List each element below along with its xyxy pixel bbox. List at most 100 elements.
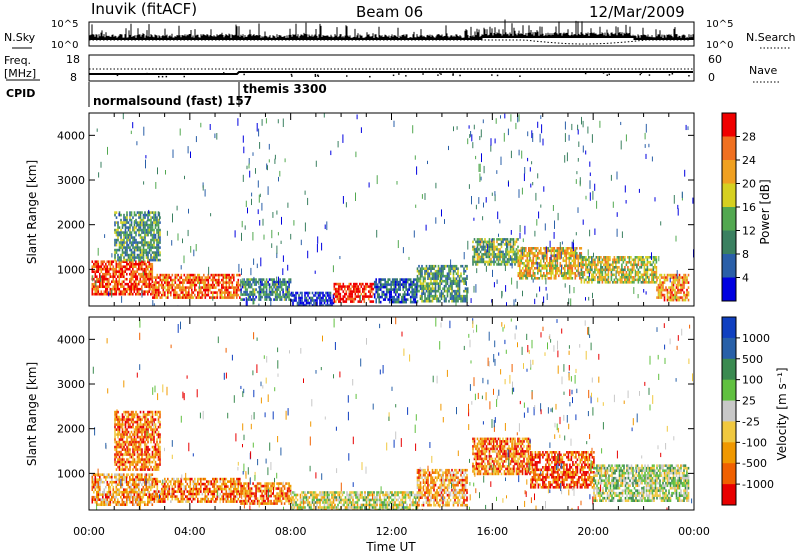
power-region [580, 256, 658, 284]
velocity-colorbar-tick: -500 [742, 457, 767, 470]
freq-label-line1: Freq. [4, 54, 31, 67]
time-tick-label: 16:00 [476, 525, 508, 538]
power-colorbar-tick: 16 [742, 201, 756, 214]
power-colorbar-swatch [722, 207, 736, 231]
power-ylabel: Slant Range [km] [25, 160, 39, 264]
power-colorbar-swatch [722, 183, 736, 208]
nave-tick-bottom: 0 [708, 71, 715, 84]
power-colorbar-tick: 28 [742, 131, 756, 144]
power-panel: 1000 2000 3000 4000 Slant Range [km] 28 24 20… [25, 112, 772, 307]
velocity-ytick-label: 2000 [57, 423, 85, 436]
power-speckle [92, 113, 694, 306]
velocity-colorbar-swatch [722, 400, 736, 422]
velocity-colorbar-tick: 1000 [742, 332, 770, 345]
power-colorbar-swatch [722, 136, 736, 161]
velocity-region [91, 473, 154, 506]
velocity-region [530, 451, 595, 489]
nsky-bars [88, 19, 694, 40]
freq-tick-top: 18 [66, 53, 80, 66]
velocity-ylabel: Slant Range [km] [25, 362, 39, 466]
time-tick-label: 00:00 [678, 525, 710, 538]
nsky-tick-bottom-left: 10^0 [51, 40, 78, 51]
velocity-ytick-label: 1000 [57, 467, 85, 480]
velocity-colorbar-label: Velocity [m s⁻¹] [775, 367, 789, 460]
velocity-ytick-label: 4000 [57, 333, 85, 346]
power-region [333, 282, 375, 303]
velocity-colorbar-swatch [722, 317, 736, 339]
power-region [656, 273, 690, 302]
velocity-colorbar-tick: 25 [742, 395, 756, 408]
power-region [152, 273, 241, 299]
velocity-colorbar-swatch [722, 463, 736, 485]
velocity-colorbar-swatch [722, 379, 736, 401]
date-title: 12/Mar/2009 [589, 3, 685, 21]
power-region [472, 238, 519, 266]
station-title: Inuvik (fitACF) [91, 0, 197, 18]
velocity-region [416, 468, 468, 507]
velocity-region [240, 482, 292, 505]
velocity-panel: 1000 2000 3000 4000 Slant Range [km] 1000 50… [25, 316, 789, 511]
power-colorbar-label: Power [dB] [758, 179, 772, 244]
time-axis-label: Time UT [365, 540, 416, 554]
velocity-colorbar-swatch [722, 442, 736, 464]
power-ytick-label: 3000 [57, 174, 85, 187]
power-colorbar-swatch [722, 277, 736, 302]
power-colorbar-tick: 20 [742, 178, 756, 191]
nave-label: Nave [749, 64, 777, 77]
time-tick-label: 20:00 [577, 525, 609, 538]
power-heatmap [91, 113, 694, 306]
cpid-label: CPID [6, 87, 35, 100]
velocity-colorbar-swatch [722, 421, 736, 443]
nsky-label: N.Sky [4, 31, 36, 44]
velocity-colorbar-swatch [722, 484, 736, 506]
velocity-region [472, 437, 531, 476]
velocity-region [290, 491, 419, 510]
freq-line [89, 71, 693, 75]
time-axis: 00:00 04:00 08:00 12:00 16:00 20:00 00:00 [73, 525, 710, 538]
power-colorbar: 28 24 20 16 12 8 4 [721, 112, 756, 302]
nsearch-label: N.Search [746, 31, 796, 44]
freq-trace [89, 71, 693, 78]
power-region [290, 291, 335, 306]
power-colorbar-tick: 8 [742, 248, 749, 261]
freq-label-line2: [MHz] [4, 67, 36, 80]
velocity-region [114, 410, 161, 471]
velocity-ytick-label: 3000 [57, 378, 85, 391]
power-ytick-label: 2000 [57, 219, 85, 232]
velocity-colorbar: 1000 500 100 25 -25 -100 -500 -1000 [721, 316, 774, 506]
time-tick-label: 08:00 [275, 525, 307, 538]
nsky-panel: N.Sky 10^5 10^0 10^5 10^0 N.Search [4, 19, 796, 51]
freq-panel: Freq. [MHz] 18 8 60 0 Nave [4, 53, 780, 84]
power-region [114, 211, 161, 262]
power-region [240, 278, 292, 301]
nsearch-trace [89, 39, 689, 45]
power-region [517, 247, 583, 280]
time-tick-label: 00:00 [73, 525, 105, 538]
velocity-colorbar-tick: -100 [742, 436, 767, 449]
power-colorbar-swatch [722, 254, 736, 278]
cpid-mode-2: themis 3300 [243, 82, 327, 96]
power-ytick-label: 1000 [57, 263, 85, 276]
velocity-axis-ticks: 1000 2000 3000 4000 [57, 317, 695, 510]
velocity-colorbar-swatch [722, 358, 736, 380]
time-tick-label: 12:00 [376, 525, 408, 538]
beam-title: Beam 06 [356, 3, 423, 21]
nsky-tick-top-left: 10^5 [51, 19, 78, 30]
power-region [91, 260, 154, 296]
power-colorbar-swatch [722, 113, 736, 137]
velocity-heatmap [91, 317, 693, 510]
power-axis-ticks: 1000 2000 3000 4000 [57, 113, 695, 306]
power-colorbar-swatch [722, 160, 736, 184]
velocity-region [593, 464, 690, 502]
velocity-colorbar-tick: 100 [742, 374, 763, 387]
nave-tick-top: 60 [708, 53, 722, 66]
nsky-trace [88, 19, 694, 45]
nsky-tick-bottom-right: 10^0 [706, 40, 733, 51]
freq-tick-bottom: 8 [70, 71, 77, 84]
velocity-colorbar-tick: -1000 [742, 478, 774, 491]
power-region [416, 264, 468, 303]
cpid-mode-1: normalsound (fast) 157 [93, 94, 252, 108]
cpid-row: CPID normalsound (fast) 157 themis 3300 [6, 82, 327, 108]
velocity-speckle [92, 317, 693, 510]
